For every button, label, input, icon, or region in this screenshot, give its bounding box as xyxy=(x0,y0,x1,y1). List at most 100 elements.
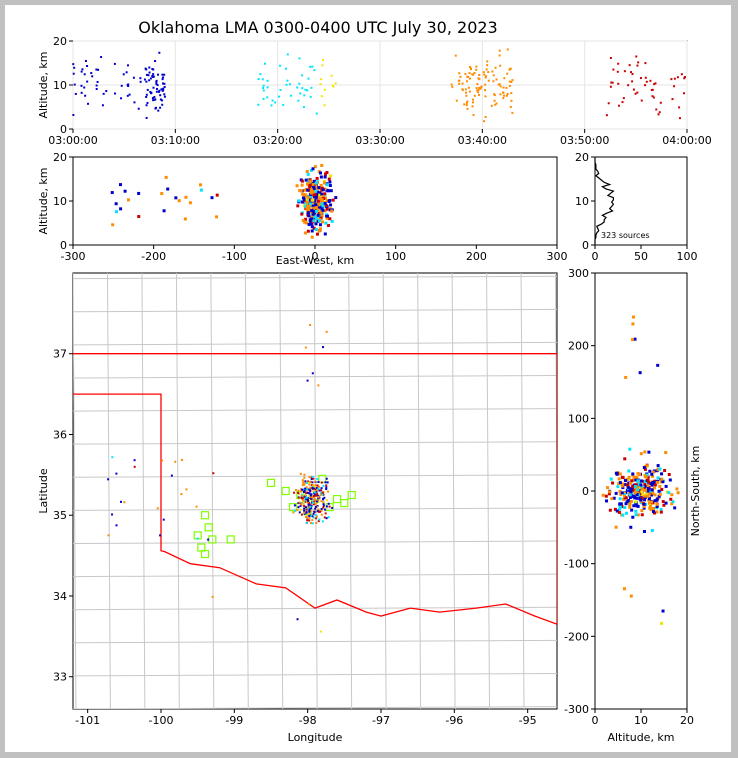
source-point xyxy=(325,216,329,220)
source-point xyxy=(655,497,659,501)
source-point xyxy=(300,493,303,496)
source-point xyxy=(161,459,164,462)
source-point xyxy=(180,493,183,496)
source-point xyxy=(309,494,312,497)
source-point xyxy=(663,469,667,473)
source-point xyxy=(482,71,485,74)
source-point xyxy=(170,474,173,477)
source-point xyxy=(650,488,654,492)
source-point xyxy=(210,196,214,200)
source-point xyxy=(610,81,613,84)
source-point xyxy=(300,490,303,493)
source-point xyxy=(495,102,498,105)
lma-station-marker xyxy=(266,478,276,488)
source-point xyxy=(325,484,328,487)
source-point xyxy=(629,490,633,494)
source-point xyxy=(658,484,662,488)
source-point xyxy=(316,489,319,492)
source-point xyxy=(503,77,506,80)
source-point xyxy=(158,89,161,92)
source-point xyxy=(664,501,668,505)
source-point xyxy=(297,506,300,509)
source-point xyxy=(642,529,646,533)
source-point xyxy=(325,477,328,480)
source-point xyxy=(645,473,649,477)
source-point xyxy=(618,503,622,507)
source-point xyxy=(631,322,635,326)
source-point xyxy=(642,506,646,510)
source-point xyxy=(154,107,157,110)
source-point xyxy=(311,519,314,522)
source-point xyxy=(148,79,151,82)
source-point xyxy=(307,503,310,506)
source-point xyxy=(315,490,318,493)
source-point xyxy=(301,74,304,77)
source-point xyxy=(303,220,307,224)
source-point xyxy=(308,510,311,513)
latitude-axis-tick-label: 34 xyxy=(53,590,67,603)
source-point xyxy=(277,95,280,98)
source-point xyxy=(301,488,304,491)
source-point xyxy=(302,499,305,502)
source-point xyxy=(623,482,627,486)
time-axis-tick-label: 03:50:00 xyxy=(560,134,609,147)
source-point xyxy=(120,500,123,503)
source-point xyxy=(321,493,324,496)
source-point xyxy=(637,484,641,488)
source-point xyxy=(317,497,320,500)
eastwest-altitude-y-tick-label: 0 xyxy=(60,239,67,252)
source-point xyxy=(644,488,648,492)
source-point xyxy=(670,502,674,506)
source-point xyxy=(612,68,615,71)
source-point xyxy=(155,90,158,93)
source-point xyxy=(323,88,326,91)
source-point xyxy=(159,98,162,101)
source-point xyxy=(644,84,647,87)
source-point xyxy=(286,53,289,56)
source-point xyxy=(667,472,671,476)
source-point xyxy=(318,223,322,227)
source-point xyxy=(309,188,313,192)
source-point xyxy=(115,524,118,527)
source-point xyxy=(309,495,312,498)
source-point xyxy=(476,89,479,92)
source-point xyxy=(325,486,328,489)
source-point xyxy=(473,72,476,75)
source-point xyxy=(314,184,318,188)
source-point xyxy=(649,79,652,82)
source-point xyxy=(643,480,647,484)
source-point xyxy=(618,507,622,511)
source-point xyxy=(494,66,497,69)
source-point xyxy=(315,517,318,520)
source-point xyxy=(484,89,487,92)
source-point xyxy=(320,163,324,167)
source-point xyxy=(91,75,94,78)
source-point xyxy=(627,475,631,479)
source-point xyxy=(604,494,608,498)
source-point xyxy=(640,497,644,501)
source-point xyxy=(646,478,650,482)
source-point xyxy=(274,101,277,104)
source-point xyxy=(151,97,154,100)
source-point xyxy=(628,505,632,509)
source-point xyxy=(675,487,679,491)
source-point xyxy=(188,201,192,205)
source-point xyxy=(317,203,321,207)
source-point xyxy=(655,505,659,509)
source-point xyxy=(497,83,500,86)
source-point xyxy=(305,482,308,485)
source-point xyxy=(319,175,323,179)
county-line xyxy=(73,672,557,677)
source-point xyxy=(72,72,75,75)
source-point xyxy=(492,74,495,77)
source-point xyxy=(670,78,673,81)
source-point xyxy=(302,481,305,484)
source-point xyxy=(509,105,512,108)
source-point xyxy=(314,216,318,220)
source-point xyxy=(611,481,615,485)
altitude-x-tick-label: 0 xyxy=(592,714,599,727)
source-point xyxy=(633,496,637,500)
source-point xyxy=(623,494,627,498)
source-point xyxy=(498,49,501,52)
source-point xyxy=(618,472,622,476)
